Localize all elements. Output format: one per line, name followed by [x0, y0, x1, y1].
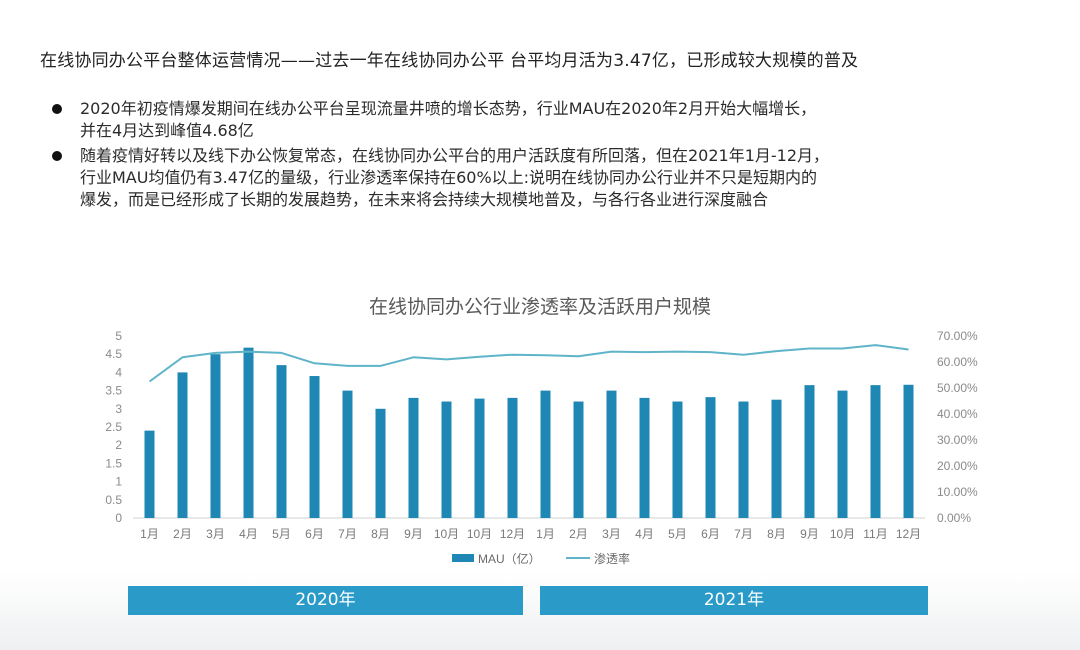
bullet-text-line: 并在4月达到峰值4.68亿 — [80, 121, 254, 140]
mau-bar — [837, 390, 848, 518]
x-axis-tick-label: 3月 — [206, 527, 225, 541]
x-axis-tick-label: 5月 — [668, 527, 687, 541]
x-axis-tick-label: 12月 — [500, 527, 525, 541]
bullet-dot-icon — [52, 151, 62, 161]
right-axis-tick-label: 60.00% — [937, 355, 978, 369]
x-axis-tick-label: 7月 — [734, 527, 753, 541]
year-band-2021: 2021年 — [540, 586, 928, 615]
mau-bar — [804, 385, 815, 518]
mau-bar — [243, 347, 254, 518]
x-axis-tick-label: 7月 — [338, 527, 357, 541]
right-axis-tick-label: 40.00% — [937, 407, 978, 421]
legend-bar-swatch — [452, 554, 474, 562]
year-band-2020: 2020年 — [128, 586, 523, 615]
x-axis-tick-label: 10月 — [830, 527, 855, 541]
left-axis-tick-label: 3.5 — [105, 384, 122, 398]
mau-bar — [639, 397, 650, 518]
x-axis-tick-label: 6月 — [305, 527, 324, 541]
mau-bar — [474, 398, 485, 518]
page-title: 在线协同办公平台整体运营情况——过去一年在线协同办公平 台平均月活为3.47亿，… — [40, 51, 859, 71]
mau-bar — [375, 408, 386, 518]
mau-bar — [870, 385, 881, 518]
x-axis-tick-label: 2月 — [569, 527, 588, 541]
mau-bar — [177, 372, 188, 518]
mau-bar — [606, 390, 617, 518]
bullet-item: 2020年初疫情爆发期间在线办公平台呈现流量井喷的增长态势，行业MAU在2020… — [52, 98, 1062, 142]
x-axis-tick-label: 6月 — [701, 527, 720, 541]
combo-chart: 在线协同办公行业渗透率及活跃用户规模00.511.522.533.544.550… — [105, 296, 978, 566]
left-axis-tick-label: 0 — [115, 511, 122, 525]
mau-bar — [540, 390, 551, 518]
x-axis-tick-label: 8月 — [767, 527, 786, 541]
mau-bar — [342, 390, 353, 518]
right-axis-tick-label: 10.00% — [937, 485, 978, 499]
mau-bar — [507, 397, 518, 518]
bullet-text-line: 行业MAU均值仍有3.47亿的量级，行业渗透率保持在60%以上:说明在线协同办公… — [80, 168, 818, 187]
x-axis-tick-label: 4月 — [239, 527, 258, 541]
x-axis-tick-label: 12月 — [896, 527, 921, 541]
left-axis-tick-label: 5 — [115, 329, 122, 343]
bullet-item: 随着疫情好转以及线下办公恢复常态，在线协同办公平台的用户活跃度有所回落，但在20… — [52, 145, 1062, 211]
bullet-text-line: 2020年初疫情爆发期间在线办公平台呈现流量井喷的增长态势，行业MAU在2020… — [80, 99, 817, 118]
mau-bar — [276, 365, 287, 518]
x-axis-tick-label: 9月 — [404, 527, 423, 541]
mau-bar — [738, 401, 749, 518]
mau-bar — [771, 399, 782, 518]
bullet-list: 2020年初疫情爆发期间在线办公平台呈现流量井喷的增长态势，行业MAU在2020… — [52, 98, 1062, 214]
right-axis-tick-label: 0.00% — [937, 511, 971, 525]
mau-bar — [573, 401, 584, 518]
mau-bar — [210, 354, 221, 518]
mau-bar — [441, 401, 452, 518]
left-axis-tick-label: 2 — [115, 438, 122, 452]
x-axis-tick-label: 2月 — [173, 527, 192, 541]
bullet-text-line: 随着疫情好转以及线下办公恢复常态，在线协同办公平台的用户活跃度有所回落，但在20… — [80, 146, 830, 165]
x-axis-tick-label: 4月 — [635, 527, 654, 541]
mau-bar — [309, 376, 320, 518]
right-axis-tick-label: 70.00% — [937, 329, 978, 343]
penetration-rate-line — [148, 344, 909, 383]
x-axis-tick-label: 1月 — [140, 527, 159, 541]
left-axis-tick-label: 4 — [115, 365, 122, 379]
bullet-text-line: 爆发，而是已经形成了长期的发展趋势，在未来将会持续大规模地普及，与各行各业进行深… — [80, 190, 769, 209]
right-axis-tick-label: 50.00% — [937, 381, 978, 395]
x-axis-tick-label: 3月 — [602, 527, 621, 541]
mau-bar — [903, 384, 914, 518]
mau-bar — [408, 397, 419, 518]
left-axis-tick-label: 3 — [115, 402, 122, 416]
mau-bar — [705, 397, 716, 518]
left-axis-tick-label: 2.5 — [105, 420, 122, 434]
left-axis-tick-label: 0.5 — [105, 493, 122, 507]
legend-label: 渗透率 — [594, 551, 630, 566]
bullet-dot-icon — [52, 104, 62, 114]
right-axis-tick-label: 30.00% — [937, 433, 978, 447]
mau-bar — [672, 401, 683, 518]
x-axis-tick-label: 5月 — [272, 527, 291, 541]
mau-bar — [144, 430, 155, 518]
left-axis-tick-label: 4.5 — [105, 347, 122, 361]
x-axis-tick-label: 8月 — [371, 527, 390, 541]
right-axis-tick-label: 20.00% — [937, 459, 978, 473]
left-axis-tick-label: 1.5 — [105, 456, 122, 470]
chart-title: 在线协同办公行业渗透率及活跃用户规模 — [369, 296, 711, 318]
x-axis-tick-label: 10月 — [467, 527, 492, 541]
left-axis-tick-label: 1 — [115, 475, 122, 489]
legend-label: MAU（亿） — [478, 551, 541, 566]
x-axis-tick-label: 10月 — [434, 527, 459, 541]
x-axis-tick-label: 1月 — [536, 527, 555, 541]
x-axis-tick-label: 11月 — [863, 527, 887, 541]
x-axis-tick-label: 9月 — [800, 527, 819, 541]
